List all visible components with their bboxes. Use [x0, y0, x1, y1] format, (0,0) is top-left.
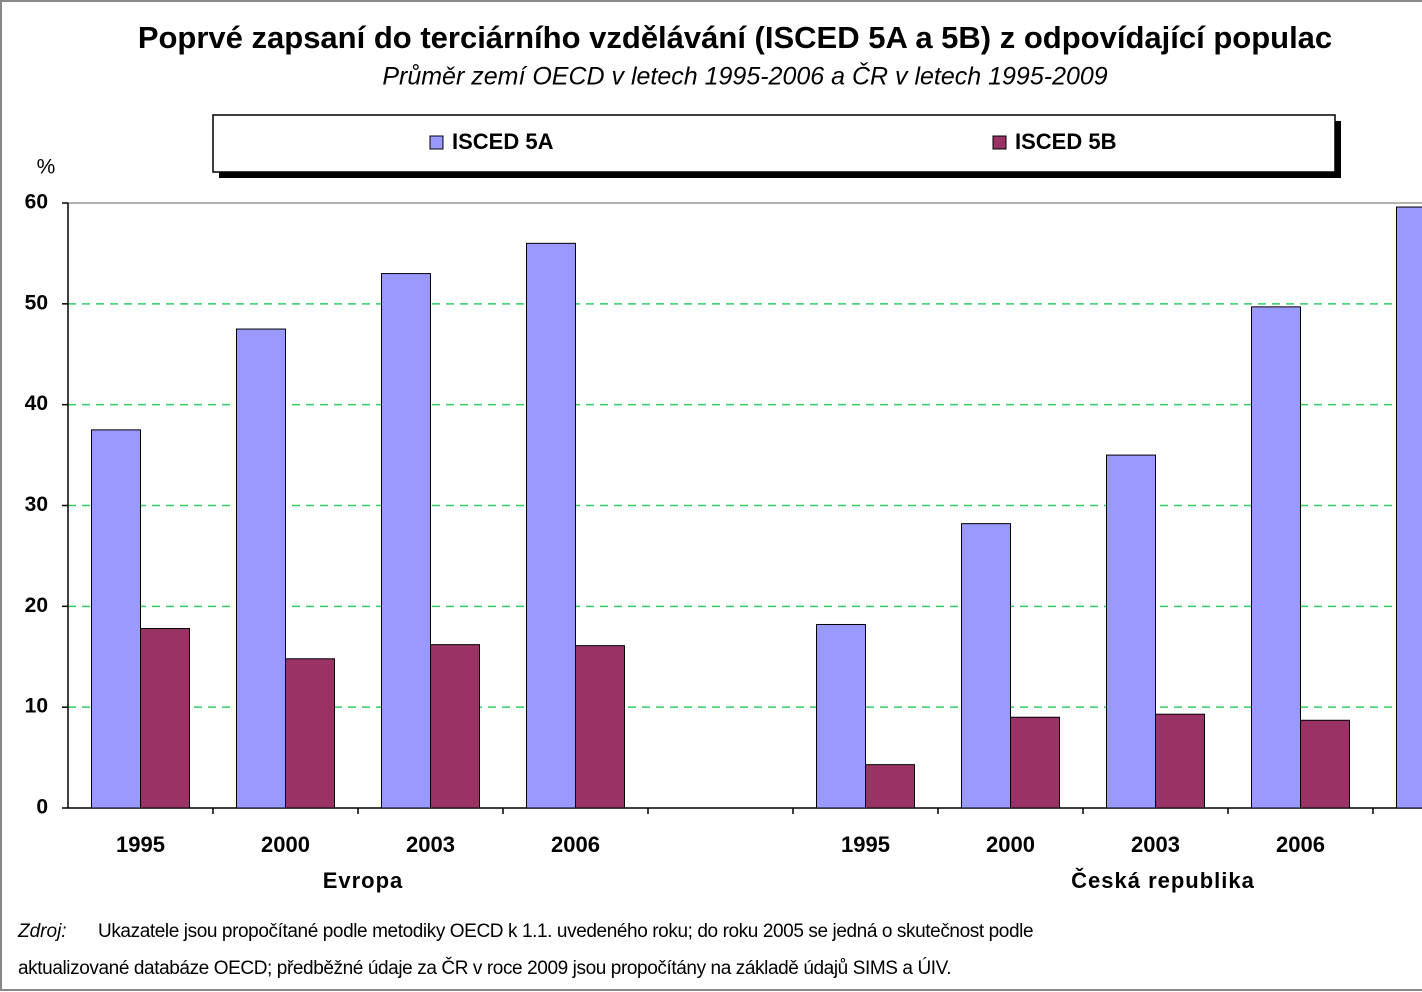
legend-label: ISCED 5A	[452, 129, 554, 154]
y-tick-label: 10	[25, 695, 48, 718]
bar	[1300, 719, 1350, 809]
bar	[285, 658, 335, 809]
source-label: Zdroj:	[17, 921, 67, 942]
legend	[212, 114, 1336, 173]
x-tick-label: 2000	[261, 832, 310, 857]
bar	[1251, 306, 1301, 809]
group-label: Česká republika	[1071, 868, 1255, 893]
y-tick-label: 20	[25, 594, 48, 617]
bar	[430, 644, 480, 809]
bar	[140, 628, 190, 809]
x-tick-label: 2003	[406, 832, 455, 857]
chart-subtitle: Průměr zemí OECD v letech 1995-2006 a ČR…	[382, 62, 1107, 91]
bar	[381, 273, 431, 809]
y-tick-label: 50	[25, 291, 48, 314]
y-tick-label: 60	[25, 191, 48, 214]
x-tick-label: 2003	[1131, 832, 1180, 857]
bar	[526, 242, 576, 809]
y-tick-label: 0	[36, 796, 48, 819]
bar	[236, 328, 286, 809]
bar	[1396, 206, 1422, 809]
legend-swatch	[429, 135, 444, 150]
source-text: aktualizované databáze OECD; předběžné ú…	[18, 957, 951, 979]
x-tick-label: 2006	[1276, 832, 1325, 857]
bar	[1155, 713, 1205, 809]
bar	[91, 429, 141, 809]
bar	[865, 764, 915, 809]
y-axis-label: %	[37, 156, 56, 179]
legend-label: ISCED 5B	[1015, 129, 1116, 154]
legend-swatch	[992, 135, 1007, 150]
chart-title: Poprvé zapsaní do terciárního vzdělávání…	[138, 20, 1332, 55]
x-tick-label: 1995	[116, 832, 165, 857]
y-tick-label: 30	[25, 493, 48, 516]
x-tick-label: 2006	[551, 832, 600, 857]
x-tick-label: 1995	[841, 832, 890, 857]
y-tick-label: 40	[25, 392, 48, 415]
bar	[1106, 454, 1156, 809]
source-text: Ukazatele jsou propočítané podle metodik…	[98, 921, 1033, 942]
bar	[816, 623, 866, 809]
x-tick-label: 2000	[986, 832, 1035, 857]
bar	[1010, 716, 1060, 809]
bar	[961, 523, 1011, 809]
group-label: Evropa	[323, 868, 404, 893]
bar	[575, 645, 625, 809]
